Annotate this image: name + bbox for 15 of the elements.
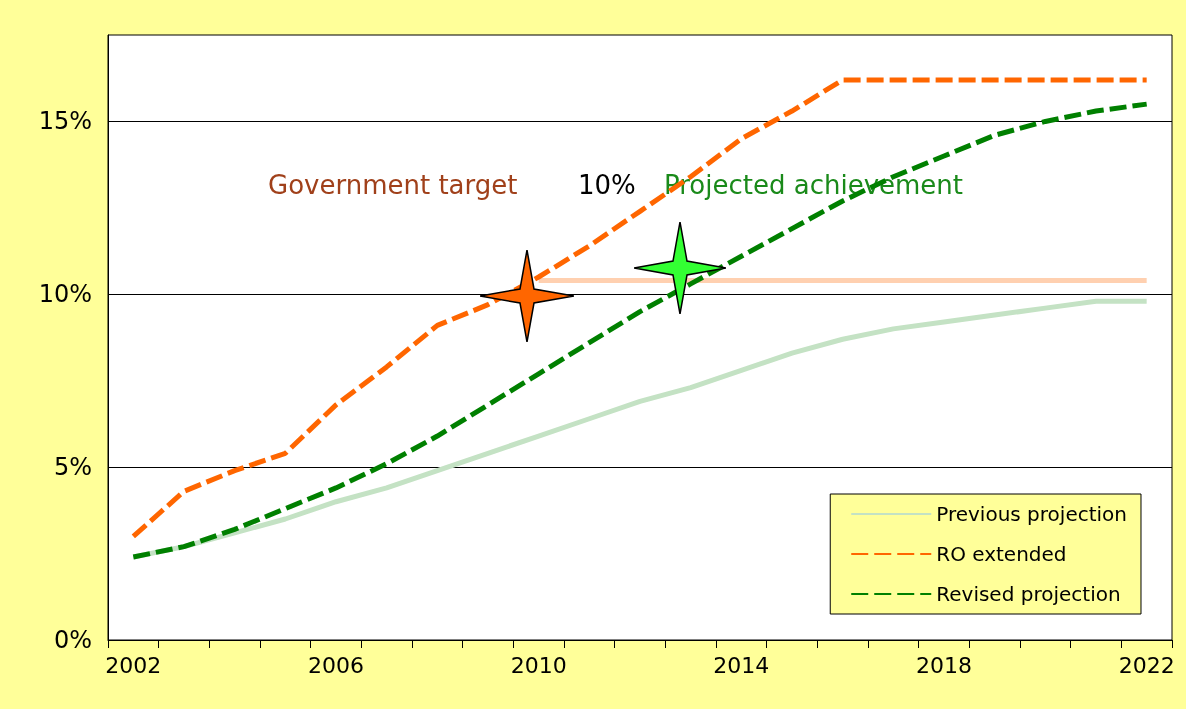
x-tick-label: 2002 [105, 652, 162, 678]
x-tick-label: 2010 [510, 652, 567, 678]
y-tick-label: 0% [53, 626, 92, 654]
x-tick-label: 2014 [713, 652, 770, 678]
y-tick-label: 5% [53, 453, 92, 482]
annotation: 10% [578, 170, 636, 200]
legend-label: Revised projection [936, 582, 1121, 606]
legend-label: Previous projection [936, 502, 1127, 526]
annotation: Government target [268, 170, 518, 200]
x-tick-label: 2018 [916, 652, 972, 678]
y-tick-label: 10% [38, 280, 92, 309]
legend-label: RO extended [936, 542, 1067, 566]
y-tick-label: 15% [38, 107, 92, 136]
x-tick-label: 2022 [1118, 652, 1175, 678]
x-tick-label: 2006 [308, 652, 364, 678]
